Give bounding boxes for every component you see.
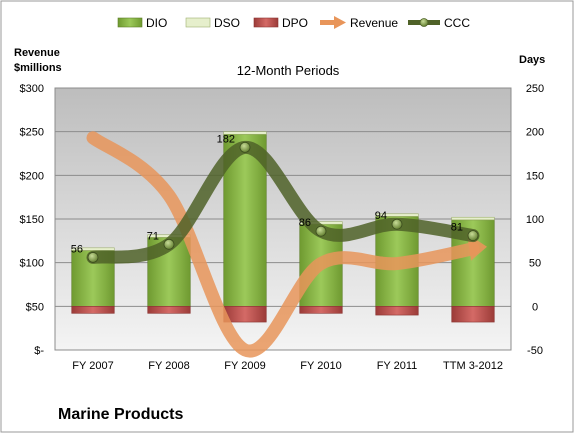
right-tick-label: 250: [526, 83, 544, 95]
right-axis-label: Days: [519, 54, 545, 66]
left-axis-label-line2: $millions: [14, 62, 62, 74]
ccc-point: [315, 225, 327, 237]
right-tick-label: 100: [526, 214, 544, 226]
legend-swatch-dpo: [253, 17, 279, 28]
ccc-data-label: 94: [375, 210, 387, 222]
legend-label-revenue: Revenue: [350, 16, 398, 30]
bar-dpo: [147, 306, 191, 314]
company-name: Marine Products: [58, 406, 183, 423]
legend-arrow-revenue: [334, 16, 346, 29]
legend-label-dpo: DPO: [282, 16, 308, 30]
left-axis-label-line1: Revenue: [14, 47, 60, 59]
bar-dso: [375, 213, 419, 217]
bar-dpo: [451, 306, 495, 323]
bar-dpo: [299, 306, 343, 314]
ccc-data-label: 182: [217, 133, 235, 145]
category-label: FY 2009: [224, 360, 265, 372]
left-axis-ticks: $- $50 $100 $150 $200 $250 $300: [20, 83, 45, 357]
ccc-data-label: 86: [299, 217, 311, 229]
ccc-point: [163, 238, 175, 250]
bar-dso: [223, 131, 267, 135]
ccc-point: [467, 230, 479, 241]
legend-swatch-dio: [117, 17, 143, 28]
left-tick-label: $300: [20, 83, 44, 95]
legend: DIO DSO DPO Revenue CCC: [117, 16, 470, 30]
bar-dpo: [71, 306, 115, 314]
bar-dpo: [375, 306, 419, 316]
category-label: FY 2011: [377, 360, 418, 372]
revenue-line: [86, 131, 480, 358]
right-tick-label: -50: [527, 345, 543, 357]
right-tick-label: 150: [526, 170, 544, 182]
bar-dso: [71, 247, 115, 251]
left-tick-label: $100: [20, 258, 44, 270]
legend-label-dio: DIO: [146, 16, 167, 30]
right-axis-ticks: -50 0 50 100 150 200 250: [526, 83, 544, 357]
chart-title: 12-Month Periods: [237, 63, 340, 78]
bar-dso: [451, 216, 495, 221]
legend-label-dso: DSO: [214, 16, 240, 30]
ccc-point: [87, 252, 99, 263]
category-label: TTM 3-2012: [443, 360, 503, 372]
ccc-data-label: 81: [451, 222, 463, 234]
left-tick-label: $50: [26, 301, 44, 313]
ccc-point: [239, 141, 251, 153]
legend-marker-ccc: [419, 18, 429, 27]
right-tick-label: 200: [526, 127, 544, 139]
left-tick-label: $150: [20, 214, 44, 226]
right-tick-label: 0: [532, 301, 538, 313]
left-tick-label: $200: [20, 170, 44, 182]
left-tick-label: $250: [20, 127, 44, 139]
ccc-data-label: 56: [71, 243, 83, 255]
bar-dpo: [223, 306, 267, 323]
data-labels: 56 71 182 86 94 81: [71, 133, 463, 255]
legend-label-ccc: CCC: [444, 16, 470, 30]
x-axis-ticks: FY 2007 FY 2008 FY 2009 FY 2010 FY 2011 TTM 3…: [72, 360, 503, 372]
ccc-data-label: 71: [147, 230, 159, 242]
category-label: FY 2010: [300, 360, 341, 372]
right-tick-label: 50: [529, 258, 541, 270]
category-label: FY 2008: [148, 360, 189, 372]
ccc-points: [87, 141, 479, 263]
left-tick-label: $-: [34, 345, 44, 357]
legend-swatch-dso: [185, 17, 211, 28]
category-label: FY 2007: [72, 360, 113, 372]
ccc-point: [391, 218, 403, 230]
